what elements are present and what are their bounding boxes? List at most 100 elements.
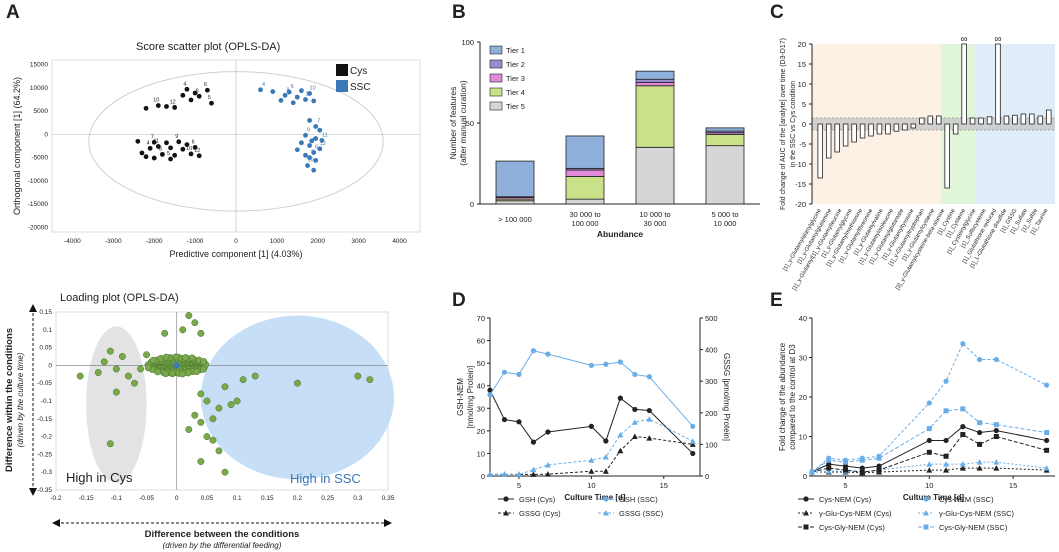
bar-segment [705,127,745,132]
series-marker [516,371,522,378]
series-marker [943,437,949,444]
legend-label: Tier 2 [506,60,525,69]
loading-point [233,397,241,405]
x-arrow-head-right [384,519,392,527]
cys-point [196,153,202,159]
cys-point [209,100,214,106]
y-tick-label: 50 [477,359,485,368]
cys-point [172,152,178,158]
legend-marker [923,496,929,502]
y-tick-label: 70 [477,314,485,323]
legend-label: Tier 5 [506,102,525,111]
cys-point [180,146,186,152]
x-axis-label: Culture Time [d] [564,493,626,502]
bar-segment [635,70,675,80]
point-label: 12 [170,99,176,105]
legend-marker [503,496,509,502]
loading-point [149,356,157,364]
series-marker [690,450,696,457]
y-tick-label: -15000 [28,201,49,208]
series-marker [603,361,609,367]
legend-label: γ-Glu-Cys-NEM (SSC) [939,509,1014,518]
x-tick-label: 0.15 [261,495,274,502]
series-marker [487,387,493,393]
x-tick-label: -0.05 [139,495,154,502]
fold-change-bar [842,123,849,147]
x-tick-label: 0.1 [233,495,242,502]
series-marker [876,463,882,469]
legend-label: γ-Glu-Cys-NEM (Cys) [819,509,892,518]
y-tick-label: -0.2 [41,434,53,441]
bar-segment [635,146,675,205]
ssc-point [307,118,312,123]
series-marker [1044,447,1050,453]
y-tick-label: 30 [799,354,807,363]
ssc-point [307,143,312,148]
y-axis-sublabel: in the SSC vs Cys condition [790,81,797,167]
series-marker [1043,465,1050,471]
point-label: 12 [194,148,200,154]
loading-point [76,372,84,380]
ssc-point [282,92,288,98]
x-tick-label: 10 [925,481,933,490]
fold-change-bar [1003,115,1010,125]
legend-marker [803,524,809,530]
legend-label: GSSG (SSC) [619,509,664,518]
loading-point [185,426,193,433]
series-marker [842,463,849,469]
point-label: 5 [167,151,170,157]
loading-point [100,358,108,366]
loading-point [227,401,235,409]
ssc-point [299,88,304,94]
series-marker [602,454,609,460]
y-tick-label: 0 [44,131,48,138]
bar-segment [565,169,605,177]
series-marker [977,420,983,426]
y-tick-label: 0 [470,200,474,209]
y-axis-label: Orthogonal component [1] (64.2%) [12,77,22,215]
y-tick-label: -5000 [31,155,48,162]
ssc-point [311,150,317,155]
loading-point [209,436,217,444]
series-marker [544,471,551,477]
legend-marker [803,510,809,516]
y-tick-label: 30 [477,404,485,413]
series-marker [530,471,537,477]
legend-label: Cys-NEM (SSC) [939,495,994,504]
x-tick-label: -0.1 [111,495,123,502]
ssc-point [317,146,323,152]
series-marker [859,457,865,463]
x-tick-label: 5 [843,481,847,490]
loading-point [197,458,205,465]
ssc-point [303,97,308,102]
loading-point [209,415,217,423]
series-marker [646,407,652,414]
ssc-point [311,167,317,173]
series-marker [943,408,949,414]
loading-point [239,376,247,384]
series-marker [632,406,638,413]
x-tick-label: 10 000 [714,219,737,228]
loading-point [200,358,208,365]
ssc-point [286,89,292,95]
x-tick-label: 10 [587,481,595,490]
loading-point [185,312,193,320]
infinity-marker: ∞ [961,34,968,45]
loading-point [191,411,199,419]
legend-label: GSH (Cys) [519,495,556,504]
loading-point [154,368,162,376]
x-tick-label: 30 000 to [569,210,600,219]
y-tick-label: 0.05 [39,345,52,352]
series-marker [960,424,966,430]
legend-label: Tier 4 [506,88,525,97]
series-marker [826,457,832,463]
fold-change-bar [1046,109,1052,125]
panel-label-e: E [770,290,783,311]
loading-point [251,372,259,380]
ssc-point [303,132,308,138]
point-label: 8 [287,87,290,93]
series-marker [993,427,999,434]
bar-segment [705,133,745,147]
series-marker [690,423,696,429]
x-tick-label: 2000 [311,238,326,245]
